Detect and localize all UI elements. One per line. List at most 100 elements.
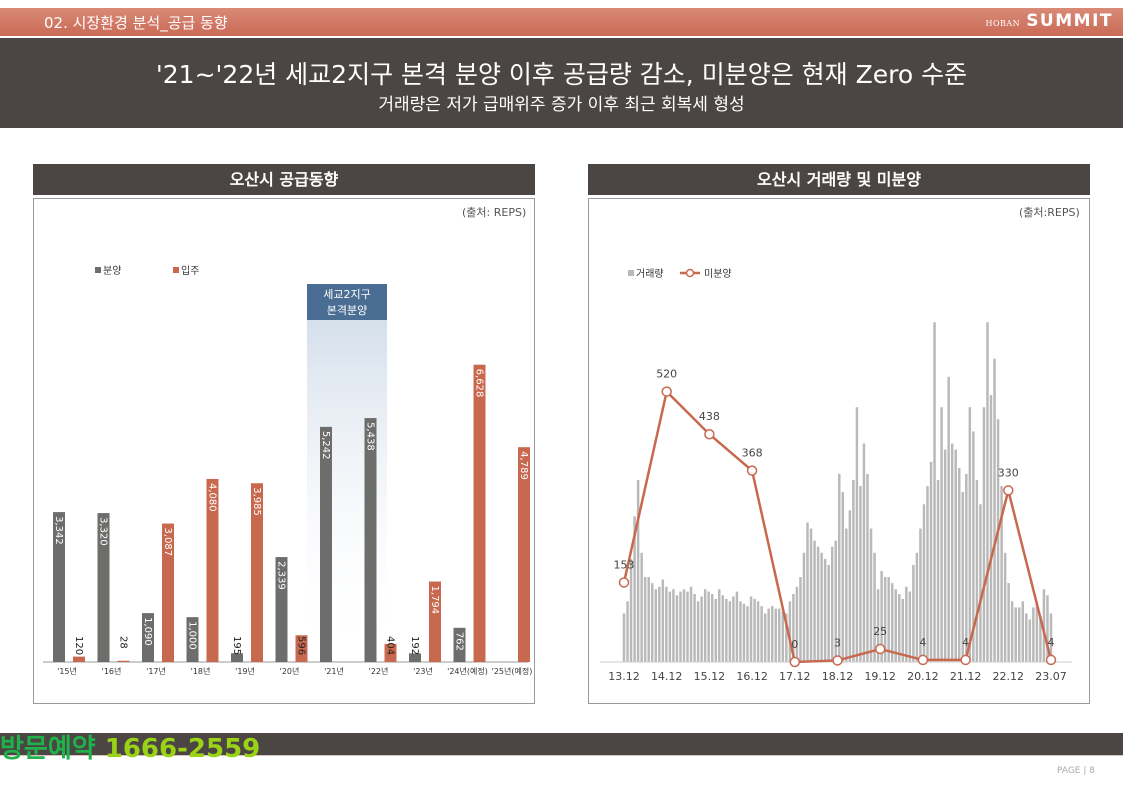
x-tick-label: 21.12 xyxy=(950,670,982,683)
volume-bar xyxy=(922,504,926,662)
volume-bar xyxy=(707,591,710,662)
volume-bar xyxy=(640,552,643,662)
volume-bar xyxy=(1032,607,1035,662)
volume-bar xyxy=(725,598,728,662)
volume-bar xyxy=(936,480,940,662)
bar-label-분양-1: 3,320 xyxy=(98,517,109,546)
bar-분양-4 xyxy=(231,653,243,662)
legend-label-분양: 분양 xyxy=(103,265,121,277)
volume-bar xyxy=(675,595,679,662)
volume-bar xyxy=(788,601,792,662)
volume-bar xyxy=(1010,601,1014,662)
bar-입주-2 xyxy=(162,523,174,662)
volume-bar xyxy=(996,419,1000,662)
volume-bar xyxy=(834,540,837,662)
visit-reservation[interactable]: 방문예약 1666-2559 xyxy=(0,728,260,765)
volume-bar xyxy=(643,577,647,662)
volume-bar xyxy=(668,591,672,662)
volume-bar xyxy=(739,601,742,662)
annotation-line-1: 세교2지구 xyxy=(323,288,370,301)
bar-label-입주-5: 596 xyxy=(296,636,307,655)
volume-bar xyxy=(929,461,933,662)
unsold-point xyxy=(960,654,971,666)
volume-bar xyxy=(813,540,816,662)
volume-bar xyxy=(1025,613,1028,662)
unsold-label: 438 xyxy=(699,410,720,423)
volume-bar xyxy=(880,571,883,662)
volume-bar xyxy=(647,577,650,662)
volume-bar xyxy=(661,579,665,662)
bar-label-입주-2: 3,087 xyxy=(162,528,173,557)
right-panel-title: 오산시 거래량 및 미분양 xyxy=(588,164,1090,195)
volume-bar xyxy=(753,598,756,662)
volume-bar xyxy=(1049,613,1053,662)
bar-입주-8 xyxy=(429,581,441,662)
volume-bar xyxy=(696,601,700,662)
header-band xyxy=(0,38,1123,128)
volume-bar xyxy=(816,546,820,662)
volume-bar xyxy=(742,603,746,662)
bar-label-입주-4: 3,985 xyxy=(251,487,262,516)
bar-분양-7 xyxy=(364,418,377,662)
volume-bar xyxy=(958,467,961,662)
volume-bar xyxy=(1018,607,1021,662)
x-tick-label: 13.12 xyxy=(608,670,640,683)
volume-bar xyxy=(654,589,657,662)
volume-bar xyxy=(781,611,785,662)
bar-입주-7 xyxy=(384,643,397,662)
bar-label-분양-5: 2,339 xyxy=(276,561,287,590)
volume-bar xyxy=(735,591,739,662)
volume-bar xyxy=(795,586,799,662)
x-tick-label: 19.12 xyxy=(864,670,896,683)
legend-swatch-분양 xyxy=(95,267,101,273)
footer-line xyxy=(0,755,1123,756)
volume-bar xyxy=(728,601,732,662)
legend-label-거래량: 거래량 xyxy=(636,268,664,280)
page-number-value: 8 xyxy=(1089,766,1095,776)
volume-bar xyxy=(1035,601,1039,662)
volume-bar xyxy=(982,407,986,662)
unsold-label: 4 xyxy=(1048,636,1055,649)
left-panel-source: (출처: REPS) xyxy=(462,206,527,219)
bar-label-분양-3: 1,000 xyxy=(187,621,198,650)
brand-large: SUMMIT xyxy=(1026,11,1113,31)
volume-bar xyxy=(908,591,912,662)
visit-label: 방문예약 xyxy=(0,734,96,764)
unsold-point xyxy=(1045,654,1057,666)
volume-bar xyxy=(827,564,830,662)
volume-bar xyxy=(1039,615,1042,662)
phone-number: 1666-2559 xyxy=(104,734,261,764)
x-tick-label: 17.12 xyxy=(779,670,811,683)
x-tick-label: '22년 xyxy=(369,666,389,676)
x-tick-label: '25년(예정) xyxy=(492,666,533,676)
unsold-point xyxy=(661,386,672,397)
bar-label-분양-6: 5,242 xyxy=(320,431,331,460)
volume-bar xyxy=(665,586,668,662)
volume-bar xyxy=(629,558,633,662)
volume-bar xyxy=(767,608,770,662)
volume-bar xyxy=(633,516,636,662)
volume-bar xyxy=(792,594,795,662)
bar-분양-0 xyxy=(53,512,65,662)
volume-bar xyxy=(778,608,781,662)
volume-bar xyxy=(859,486,862,662)
volume-bar xyxy=(774,608,777,662)
volume-bar xyxy=(626,601,629,662)
x-tick-label: 20.12 xyxy=(907,670,939,683)
page-number: PAGE | 8 xyxy=(1056,766,1095,776)
bar-label-분양-2: 1,090 xyxy=(142,617,153,646)
volume-bar xyxy=(693,594,696,662)
unsold-label: 4 xyxy=(962,636,969,649)
volume-bar xyxy=(732,596,735,662)
volume-bar xyxy=(802,552,806,662)
volume-bar xyxy=(890,583,894,662)
volume-bar xyxy=(650,583,654,662)
volume-bar xyxy=(965,473,968,662)
unsold-point xyxy=(1003,485,1014,496)
bar-입주-1 xyxy=(117,660,130,662)
bar-분양-1 xyxy=(97,513,110,662)
volume-bar xyxy=(947,376,950,662)
bar-분양-8 xyxy=(409,653,421,662)
headline: '21~'22년 세교2지구 본격 분양 이후 공급량 감소, 미분양은 현재 … xyxy=(155,60,968,89)
unsold-point xyxy=(618,577,630,588)
